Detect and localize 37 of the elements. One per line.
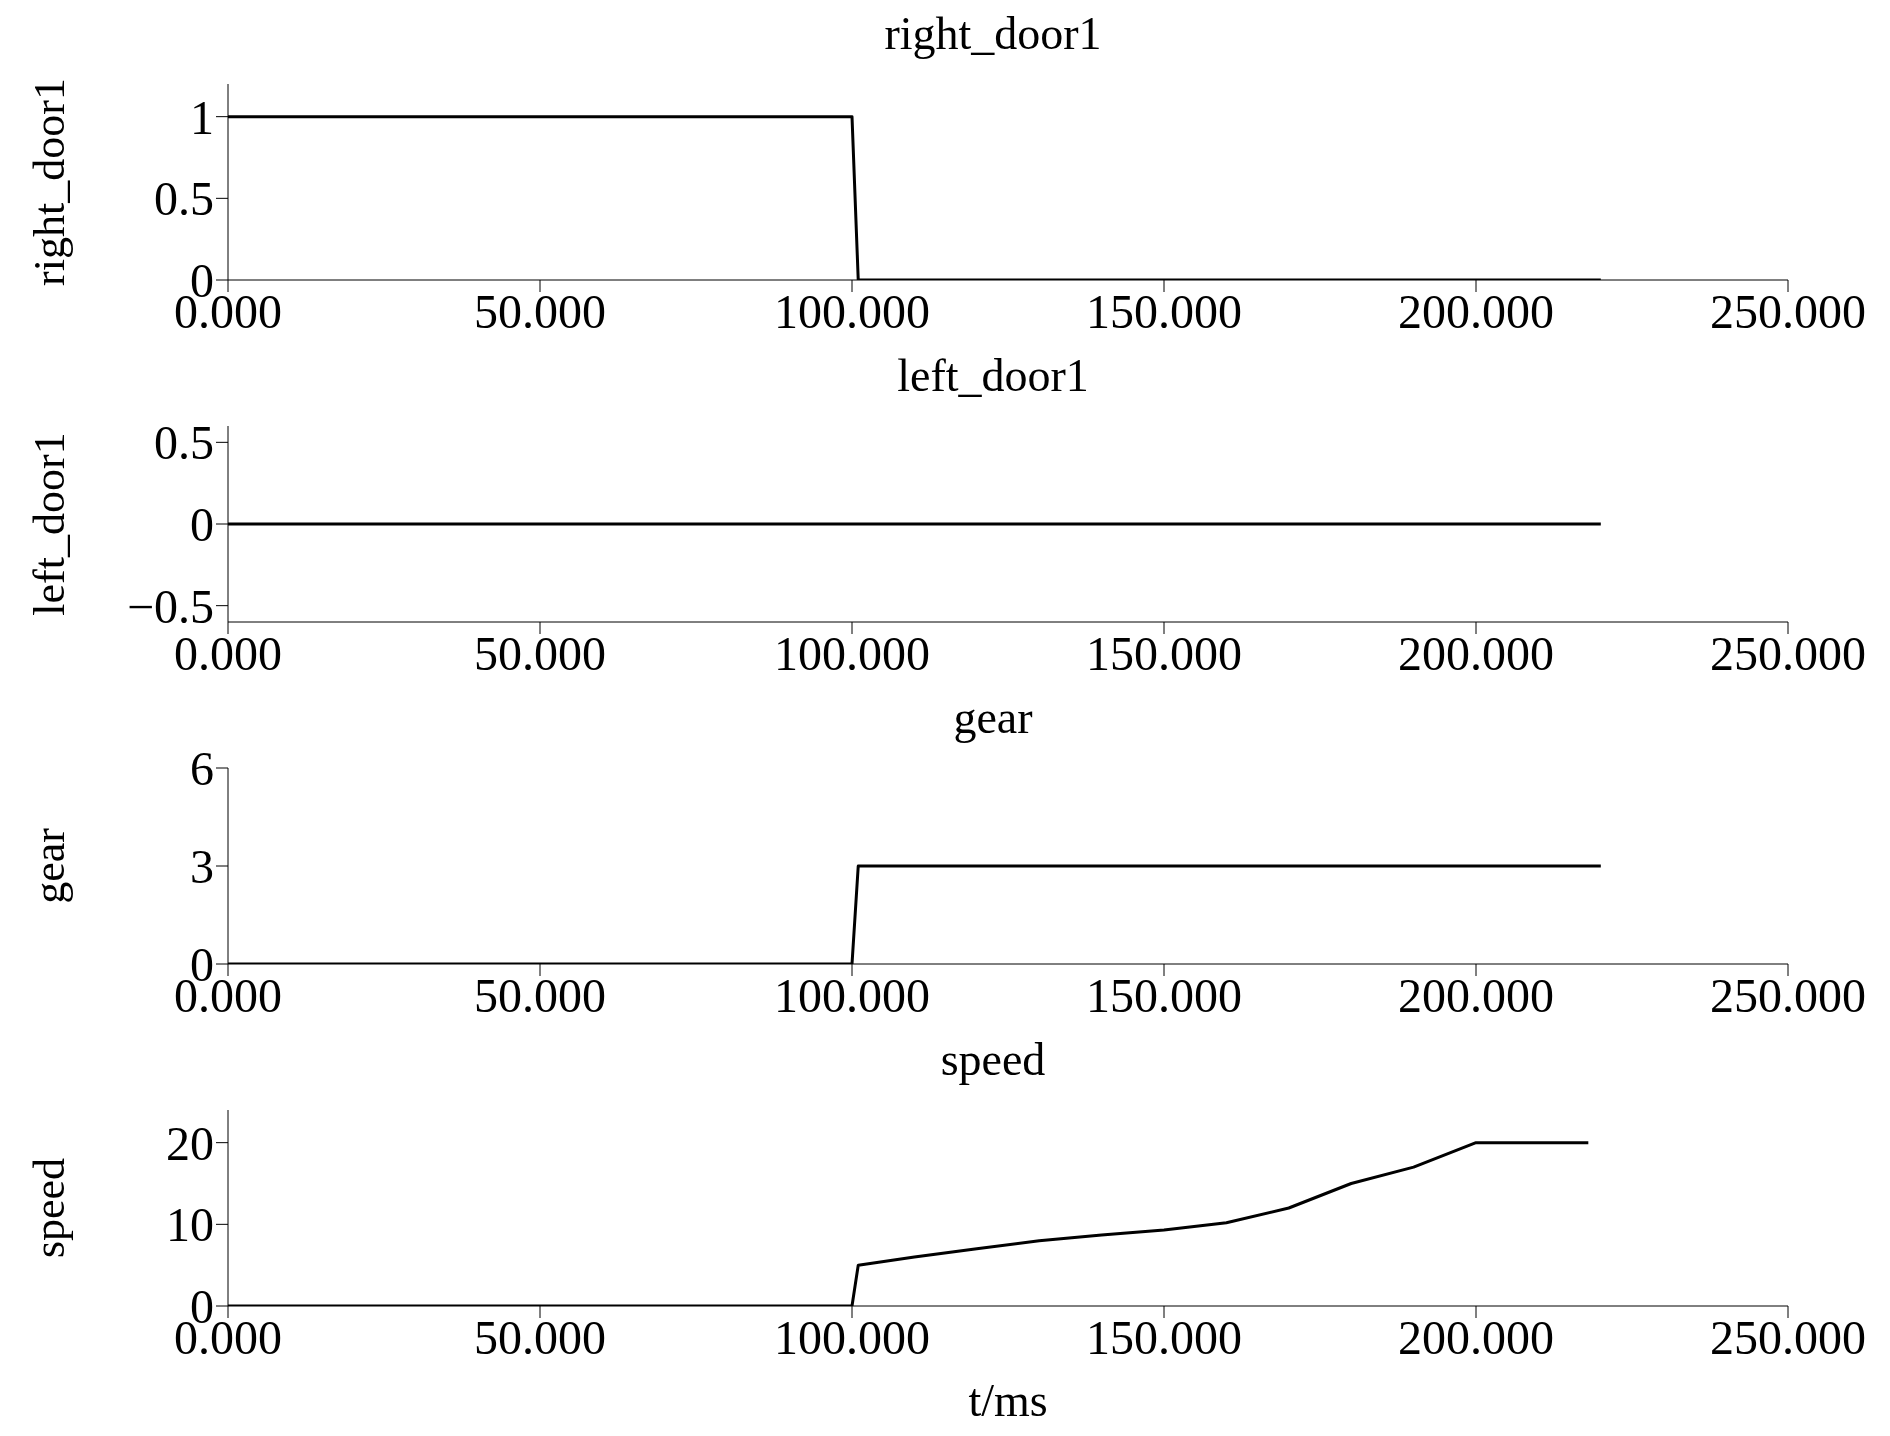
chart-title: gear [952,692,1034,744]
y-tick-label: 1 [190,90,214,144]
x-tick-label: 50.000 [474,969,606,1023]
y-tick-label: 0.5 [154,172,214,226]
x-tick-label: 100.000 [774,969,930,1023]
x-tick-label: 250.000 [1710,285,1866,339]
x-axis-title: t/ms [968,1375,1048,1426]
x-tick-label: 150.000 [1086,969,1242,1023]
y-axis-title: right_door1 [24,78,74,286]
x-tick-label: 250.000 [1710,969,1866,1023]
y-axis-title: gear [24,827,74,904]
x-tick-label: 50.000 [474,627,606,681]
x-tick-label: 250.000 [1710,627,1866,681]
y-tick-label: 0 [190,498,214,552]
chart-title: speed [939,1034,1047,1086]
y-tick-label: 20 [166,1116,214,1170]
x-tick-label: 250.000 [1710,1311,1866,1365]
x-tick-label: 150.000 [1086,285,1242,339]
x-tick-label: 100.000 [774,1311,930,1365]
x-tick-label: 200.000 [1398,285,1554,339]
chart-title: right_door1 [883,8,1103,60]
x-tick-label: 150.000 [1086,1311,1242,1365]
y-tick-label: 6 [190,742,214,796]
x-tick-label: 200.000 [1398,1311,1554,1365]
y-axis-title: speed [24,1157,74,1259]
x-tick-label: 50.000 [474,1311,606,1365]
y-tick-label: 10 [166,1198,214,1252]
x-tick-label: 100.000 [774,627,930,681]
x-tick-label: 200.000 [1398,627,1554,681]
x-tick-label: 100.000 [774,285,930,339]
x-tick-label: 200.000 [1398,969,1554,1023]
y-tick-label: 0.5 [154,416,214,470]
y-tick-label: 3 [190,840,214,894]
y-axis-title: left_door1 [24,432,74,616]
x-tick-label: 50.000 [474,285,606,339]
chart-title: left_door1 [896,350,1090,402]
x-tick-label: 150.000 [1086,627,1242,681]
